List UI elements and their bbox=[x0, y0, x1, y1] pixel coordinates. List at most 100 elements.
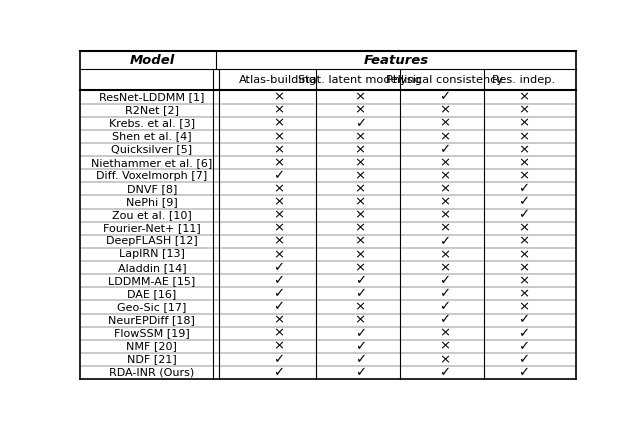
Text: ×: × bbox=[273, 327, 284, 340]
Text: ✓: ✓ bbox=[273, 169, 284, 182]
Text: ×: × bbox=[439, 156, 450, 169]
Text: ✓: ✓ bbox=[355, 353, 366, 366]
Text: ×: × bbox=[439, 117, 450, 130]
Text: ×: × bbox=[439, 248, 450, 261]
Text: ×: × bbox=[355, 182, 366, 196]
Text: ✓: ✓ bbox=[273, 261, 284, 274]
Text: ✓: ✓ bbox=[439, 235, 450, 248]
Text: ×: × bbox=[273, 117, 284, 130]
Text: Fourier-Net+ [11]: Fourier-Net+ [11] bbox=[103, 223, 201, 233]
Text: ×: × bbox=[355, 261, 366, 274]
Text: ×: × bbox=[518, 91, 529, 104]
Text: ✓: ✓ bbox=[355, 366, 366, 379]
Text: Diff. Voxelmorph [7]: Diff. Voxelmorph [7] bbox=[96, 171, 207, 181]
Text: Res. indep.: Res. indep. bbox=[492, 75, 556, 85]
Text: ×: × bbox=[439, 340, 450, 353]
Text: FlowSSM [19]: FlowSSM [19] bbox=[114, 328, 190, 338]
Text: ×: × bbox=[273, 314, 284, 327]
Text: DeepFLASH [12]: DeepFLASH [12] bbox=[106, 236, 198, 246]
Text: ✓: ✓ bbox=[355, 340, 366, 353]
Text: ×: × bbox=[518, 222, 529, 235]
Text: ×: × bbox=[355, 300, 366, 314]
Text: ✓: ✓ bbox=[355, 288, 366, 300]
Text: ×: × bbox=[273, 130, 284, 143]
Text: DAE [16]: DAE [16] bbox=[127, 289, 177, 299]
Text: ✓: ✓ bbox=[439, 274, 450, 287]
Text: NDF [21]: NDF [21] bbox=[127, 354, 177, 365]
Text: Niethammer et al. [6]: Niethammer et al. [6] bbox=[92, 158, 212, 168]
Text: LDDMM-AE [15]: LDDMM-AE [15] bbox=[108, 276, 196, 286]
Text: ✓: ✓ bbox=[439, 300, 450, 314]
Text: Zou et al. [10]: Zou et al. [10] bbox=[112, 210, 192, 220]
Text: ×: × bbox=[273, 143, 284, 156]
Text: LapIRN [13]: LapIRN [13] bbox=[119, 250, 185, 259]
Text: ✓: ✓ bbox=[273, 353, 284, 366]
Text: ×: × bbox=[439, 222, 450, 235]
Text: ×: × bbox=[355, 222, 366, 235]
Text: ×: × bbox=[355, 104, 366, 117]
Text: Features: Features bbox=[364, 54, 429, 66]
Text: ×: × bbox=[518, 288, 529, 300]
Text: ×: × bbox=[518, 169, 529, 182]
Text: ×: × bbox=[439, 327, 450, 340]
Text: Quicksilver [5]: Quicksilver [5] bbox=[111, 144, 193, 155]
Text: ✓: ✓ bbox=[518, 366, 529, 379]
Text: ✓: ✓ bbox=[439, 314, 450, 327]
Text: ×: × bbox=[518, 300, 529, 314]
Text: NMF [20]: NMF [20] bbox=[127, 341, 177, 351]
Text: ×: × bbox=[518, 261, 529, 274]
Text: ×: × bbox=[439, 261, 450, 274]
Text: ×: × bbox=[518, 235, 529, 248]
Text: ×: × bbox=[518, 130, 529, 143]
Text: ✓: ✓ bbox=[518, 327, 529, 340]
Text: ×: × bbox=[273, 235, 284, 248]
Text: ×: × bbox=[355, 130, 366, 143]
Text: ×: × bbox=[439, 209, 450, 222]
Text: ResNet-LDDMM [1]: ResNet-LDDMM [1] bbox=[99, 92, 205, 102]
Text: ✓: ✓ bbox=[439, 143, 450, 156]
Text: ✓: ✓ bbox=[355, 117, 366, 130]
Text: NePhi [9]: NePhi [9] bbox=[126, 197, 178, 207]
Text: ✓: ✓ bbox=[273, 288, 284, 300]
Text: ✓: ✓ bbox=[439, 91, 450, 104]
Text: ×: × bbox=[355, 314, 366, 327]
Text: Geo-Sic [17]: Geo-Sic [17] bbox=[117, 302, 187, 312]
Text: Shen et al. [4]: Shen et al. [4] bbox=[112, 131, 192, 141]
Text: ×: × bbox=[273, 340, 284, 353]
Text: ✓: ✓ bbox=[439, 366, 450, 379]
Text: ×: × bbox=[355, 91, 366, 104]
Text: ×: × bbox=[273, 182, 284, 196]
Text: R2Net [2]: R2Net [2] bbox=[125, 105, 179, 115]
Text: ×: × bbox=[439, 196, 450, 208]
Text: ✓: ✓ bbox=[273, 366, 284, 379]
Text: ✓: ✓ bbox=[439, 288, 450, 300]
Text: Stat. latent modelling: Stat. latent modelling bbox=[298, 75, 422, 85]
Text: ×: × bbox=[518, 156, 529, 169]
Text: ×: × bbox=[518, 104, 529, 117]
Text: ✓: ✓ bbox=[518, 314, 529, 327]
Text: ×: × bbox=[355, 235, 366, 248]
Text: ✓: ✓ bbox=[273, 274, 284, 287]
Text: ✓: ✓ bbox=[355, 274, 366, 287]
Text: ×: × bbox=[273, 156, 284, 169]
Text: ×: × bbox=[273, 222, 284, 235]
Text: ×: × bbox=[273, 248, 284, 261]
Text: ×: × bbox=[355, 143, 366, 156]
Text: ×: × bbox=[273, 196, 284, 208]
Text: ✓: ✓ bbox=[518, 340, 529, 353]
Text: NeurEPDiff [18]: NeurEPDiff [18] bbox=[109, 315, 195, 325]
Text: ✓: ✓ bbox=[518, 209, 529, 222]
Text: ✓: ✓ bbox=[518, 353, 529, 366]
Text: ×: × bbox=[355, 248, 366, 261]
Text: ×: × bbox=[518, 117, 529, 130]
Text: ×: × bbox=[355, 209, 366, 222]
Text: Krebs. et al. [3]: Krebs. et al. [3] bbox=[109, 118, 195, 128]
Text: ✓: ✓ bbox=[518, 182, 529, 196]
Text: ×: × bbox=[273, 91, 284, 104]
Text: ×: × bbox=[355, 169, 366, 182]
Text: ×: × bbox=[439, 130, 450, 143]
Text: ✓: ✓ bbox=[273, 300, 284, 314]
Text: Aladdin [14]: Aladdin [14] bbox=[118, 262, 186, 273]
Text: ✓: ✓ bbox=[355, 327, 366, 340]
Text: ×: × bbox=[439, 104, 450, 117]
